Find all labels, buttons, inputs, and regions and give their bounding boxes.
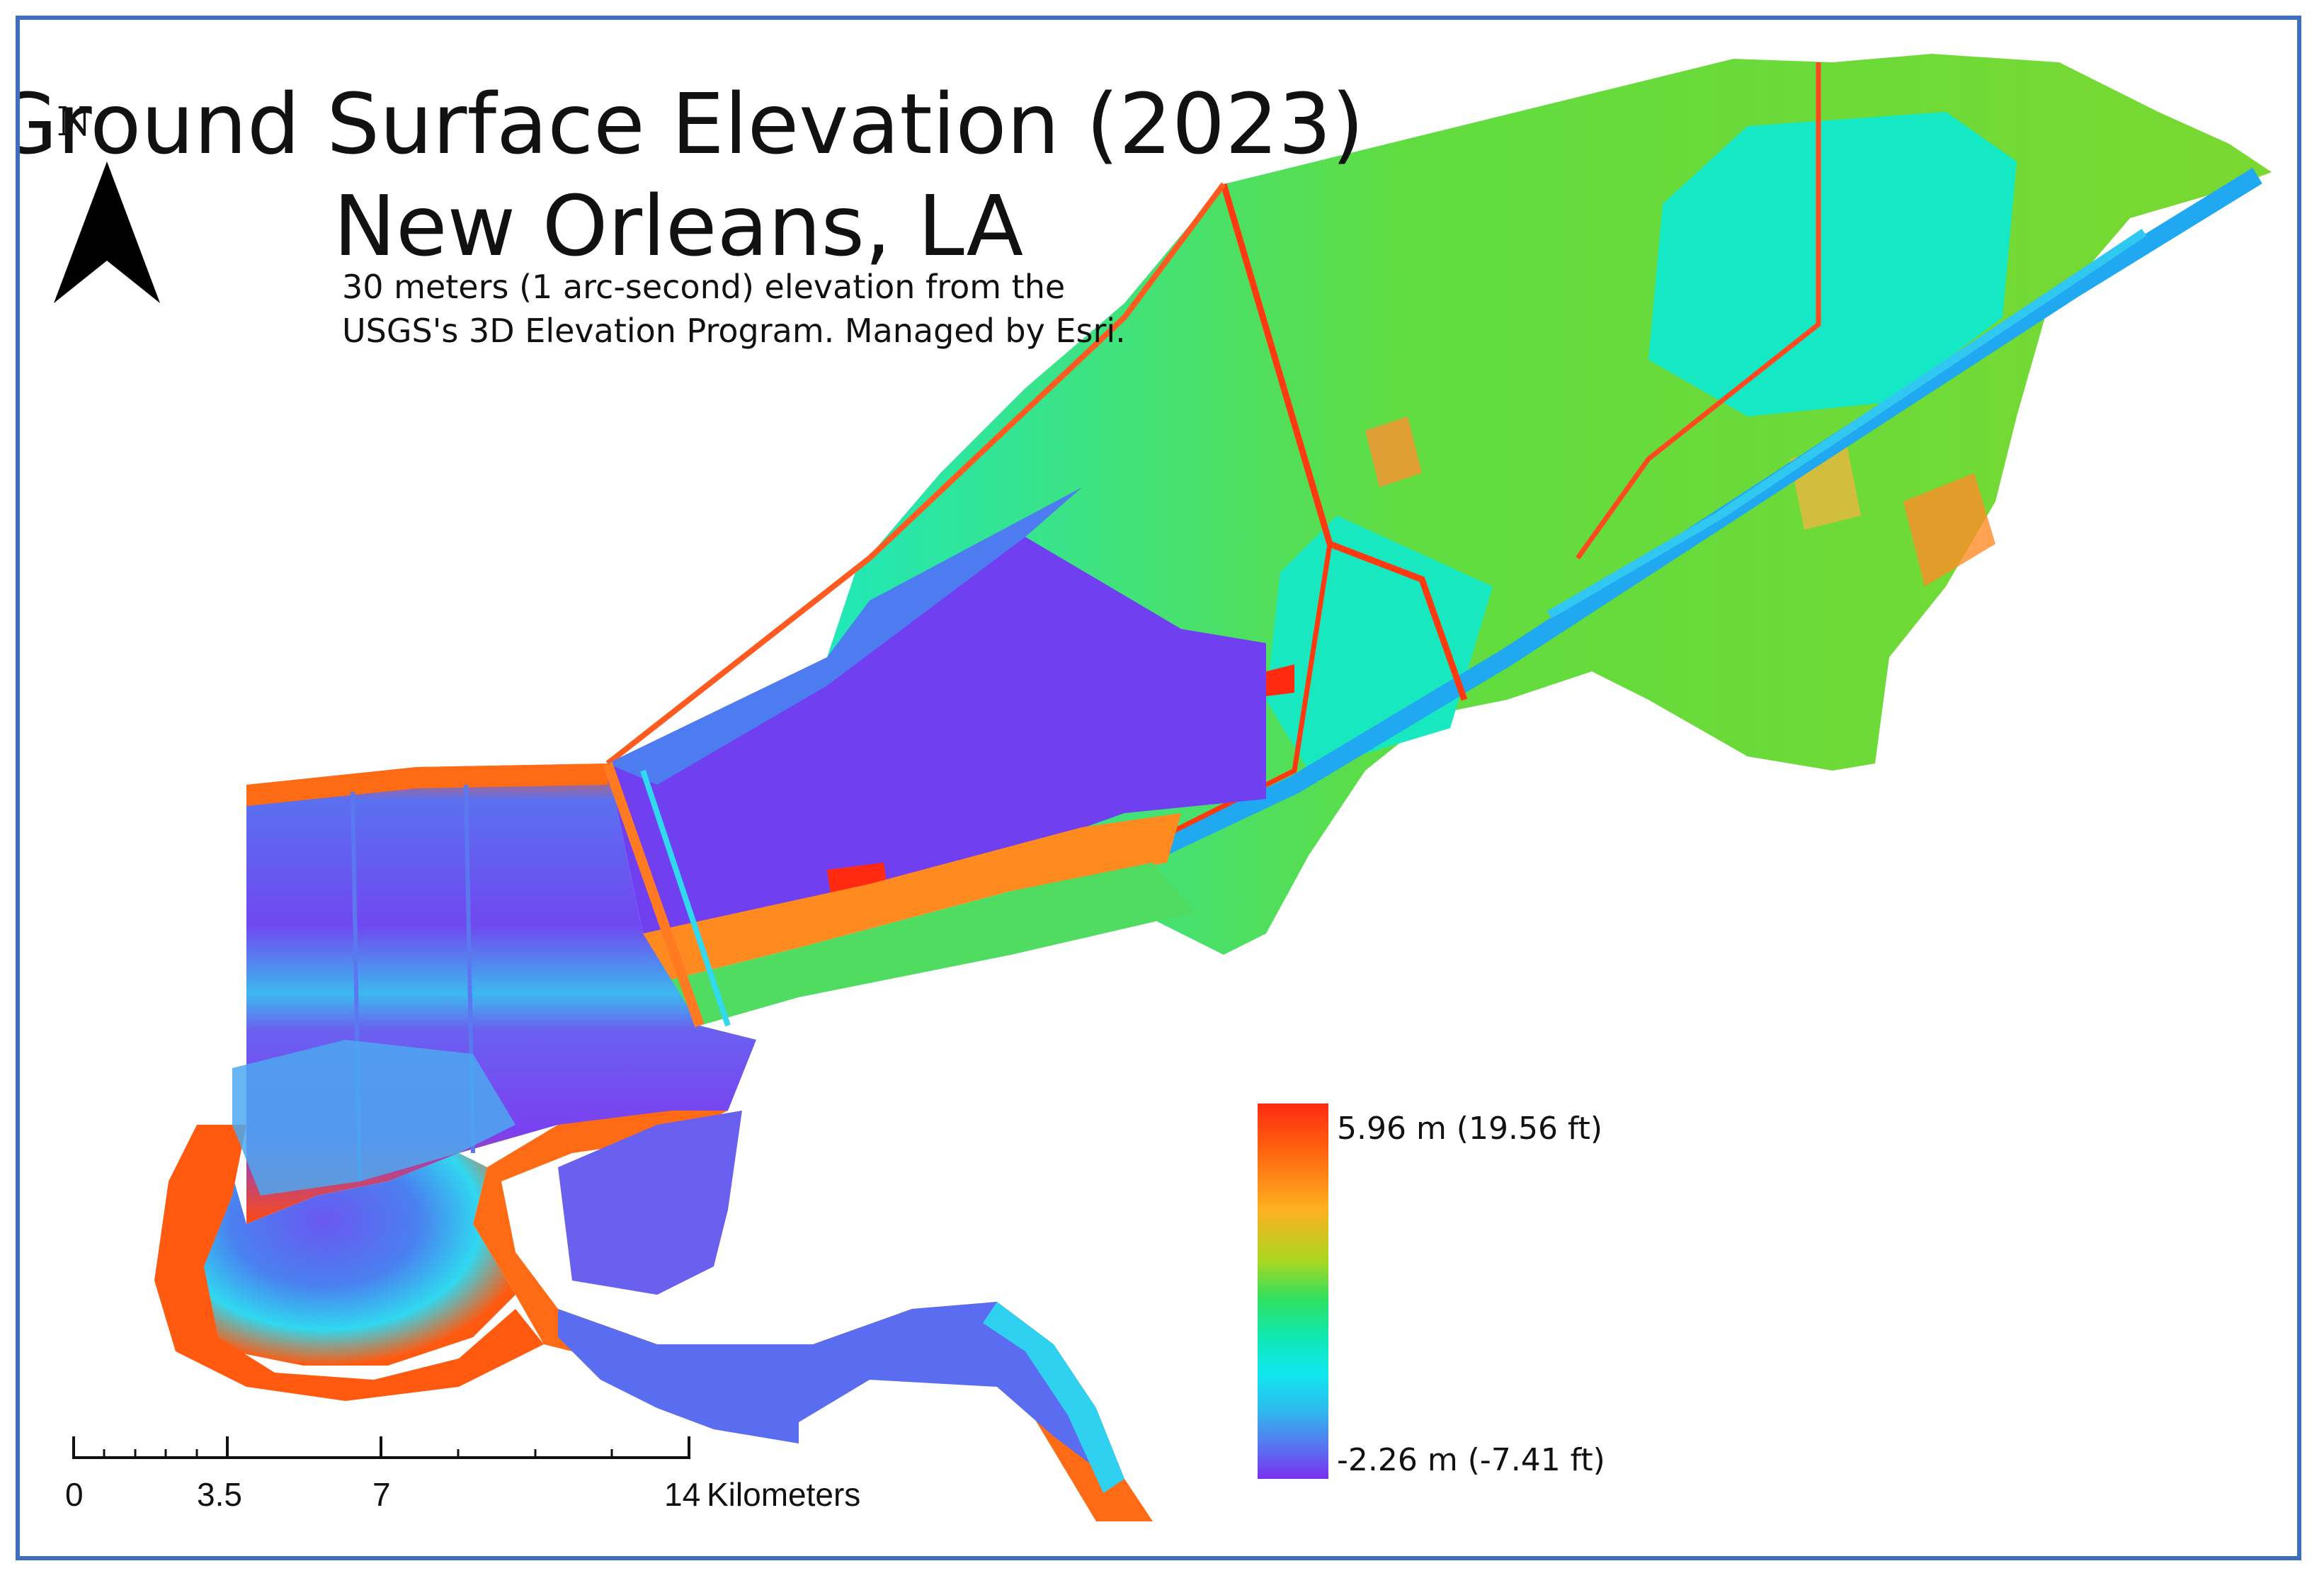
westbank-inner-blue (232, 1040, 516, 1196)
algiers-south-region (558, 1302, 1110, 1479)
levee-line-1 (1220, 183, 1468, 701)
waterway-channel-2 (1547, 229, 2147, 619)
orange-band-mid (643, 813, 1181, 983)
mississippi-river-levee (473, 1111, 1153, 1521)
map-location: New Orleans, LA (333, 177, 1024, 275)
algiers-cyan-band (983, 1302, 1124, 1493)
levee-line-3 (1151, 543, 1333, 844)
scale-label-0: 0 (65, 1476, 84, 1513)
north-letter: N (57, 99, 91, 145)
elevation-map (154, 54, 2272, 1521)
westbank-lobe (169, 1125, 516, 1366)
green-strip-mid (657, 863, 1195, 1026)
levee-line-2 (605, 182, 1226, 766)
canal-4 (640, 769, 731, 1027)
north-arrow-icon (54, 161, 160, 303)
central-low-region (608, 537, 1266, 934)
map-frame: N Ground Surface Elevation (2023) New Or… (16, 16, 2301, 1560)
waterway-channel (1035, 167, 2262, 914)
lakefront-edge (246, 764, 608, 806)
central-low-blue-edge (608, 487, 1082, 785)
orange-patch-east (1903, 473, 1995, 586)
scale-unit-label: Kilometers (707, 1476, 861, 1513)
scale-bar (72, 1436, 690, 1459)
source-note-line1: 30 meters (1 arc-second) elevation from … (342, 268, 1066, 306)
cyan-basin (1648, 112, 2017, 416)
westbank-outer-red (154, 1125, 544, 1401)
source-note-line2: USGS's 3D Elevation Program. Managed by … (342, 312, 1126, 350)
map-title: Ground Surface Elevation (2023) (16, 75, 1365, 173)
canal-3 (603, 761, 705, 1028)
levee-line-4 (1576, 62, 1821, 560)
scale-label-7: 7 (372, 1476, 391, 1513)
legend-color-ramp (1258, 1103, 1328, 1479)
legend-max-label: 5.96 m (19.56 ft) (1337, 1111, 1603, 1147)
scale-label-14: 14 (664, 1476, 701, 1513)
algiers-region (558, 1111, 742, 1295)
legend-min-label: -2.26 m (-7.41 ft) (1337, 1442, 1605, 1478)
scale-label-3-5: 3.5 (197, 1476, 242, 1513)
orange-patch-east-3 (1365, 416, 1422, 487)
red-block-2 (1266, 664, 1294, 696)
